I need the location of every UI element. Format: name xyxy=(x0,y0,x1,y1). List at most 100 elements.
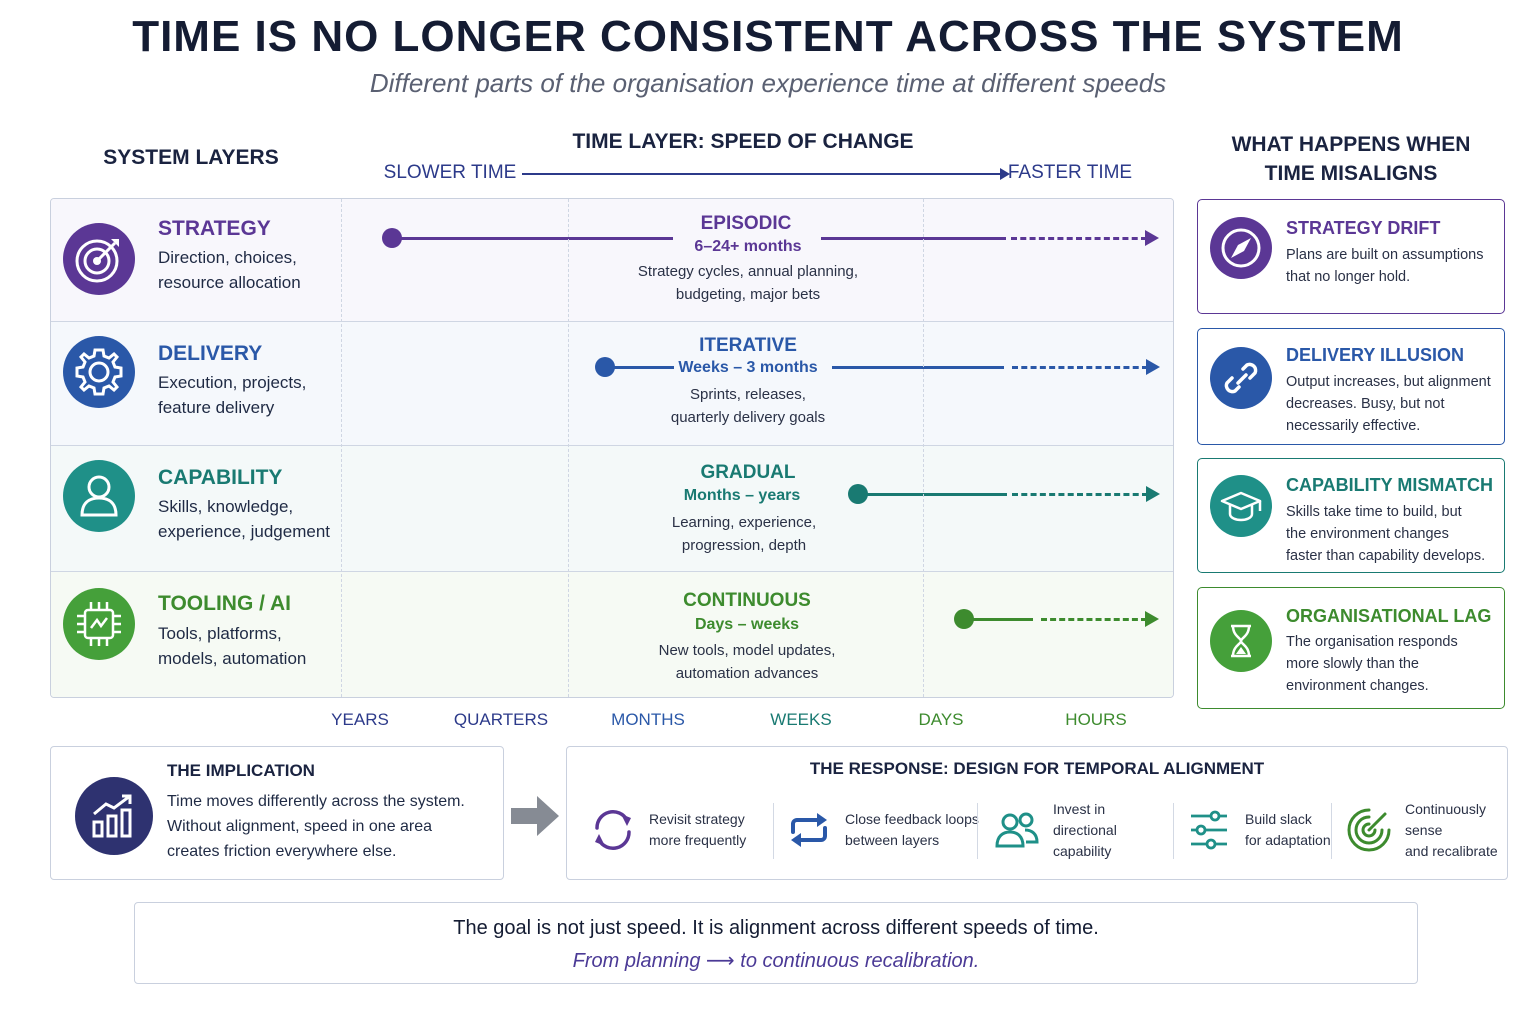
layer-row-capability: CAPABILITY Skills, knowledge, experience… xyxy=(51,446,1173,572)
scale-label: MONTHS xyxy=(611,710,685,729)
misalign-card-organisational-lag: ORGANISATIONAL LAG The organisation resp… xyxy=(1197,587,1505,709)
implication-line: Time moves differently across the system… xyxy=(167,793,465,810)
speed-range: Months – years xyxy=(683,487,801,504)
layer-name: STRATEGY xyxy=(158,217,271,240)
timeline-start-dot xyxy=(382,228,402,248)
response-line: Close feedback loops xyxy=(845,811,979,827)
sliders-icon xyxy=(1183,804,1235,856)
misalign-line: faster than capability develops. xyxy=(1286,548,1486,564)
speed-description: New tools, model updates, automation adv… xyxy=(597,639,897,685)
misalign-title: STRATEGY DRIFT xyxy=(1286,218,1441,238)
speed-description: Learning, experience, progression, depth xyxy=(594,511,894,557)
timeline-dashed xyxy=(1041,618,1147,621)
response-item: Invest in directional capability xyxy=(991,799,1171,861)
layer-row-strategy: STRATEGY Direction, choices, resource al… xyxy=(51,199,1173,322)
response-item: Close feedback loops between layers xyxy=(783,799,980,861)
misalign-text: Plans are built on assumptions that no l… xyxy=(1286,244,1501,288)
response-text: Revisit strategy more frequently xyxy=(649,809,759,851)
refresh-icon xyxy=(587,804,639,856)
implication-title: THE IMPLICATION xyxy=(167,761,315,780)
misalign-line: Output increases, but alignment xyxy=(1286,374,1491,390)
response-item: Continuously sense and recalibrate xyxy=(1343,799,1515,861)
layer-description: Execution, projects, feature delivery xyxy=(158,370,338,420)
timeline-solid xyxy=(963,618,1033,621)
layer-desc-line: Execution, projects, xyxy=(158,373,307,392)
layer-name: TOOLING / AI xyxy=(158,592,292,615)
speed-desc-line: quarterly delivery goals xyxy=(670,409,826,426)
time-layer-header: TIME LAYER: SPEED OF CHANGE xyxy=(572,130,914,153)
misalign-title: ORGANISATIONAL LAG xyxy=(1286,606,1492,626)
response-divider xyxy=(1331,803,1332,859)
misalign-line: The organisation responds xyxy=(1286,634,1458,650)
speed-range: Weeks – 3 months xyxy=(678,359,818,376)
layer-name: DELIVERY xyxy=(158,342,263,365)
speed-range: Days – weeks xyxy=(694,616,800,633)
graduation-cap-icon xyxy=(1210,475,1272,537)
layer-description: Direction, choices, resource allocation xyxy=(158,245,338,295)
timeline-arrowhead xyxy=(1146,359,1160,375)
response-line: Continuously sense xyxy=(1405,800,1486,838)
response-line: Invest in directional xyxy=(1053,800,1117,838)
response-title: THE RESPONSE: DESIGN FOR TEMPORAL ALIGNM… xyxy=(809,759,1265,778)
response-text: Build slack for adaptation xyxy=(1245,809,1340,851)
implication-line: Without alignment, speed in one area xyxy=(167,818,433,835)
timeline-arrowhead xyxy=(1146,486,1160,502)
misalign-line: decreases. Busy, but not xyxy=(1286,396,1445,412)
misalign-header: WHAT HAPPENS WHEN TIME MISALIGNS xyxy=(1198,130,1504,188)
response-text: Continuously sense and recalibrate xyxy=(1405,799,1515,862)
bar-chart-growth-icon xyxy=(75,777,153,855)
implication-text: Time moves differently across the system… xyxy=(167,789,497,864)
scale-label: YEARS xyxy=(331,710,389,729)
gear-icon xyxy=(63,336,135,408)
grid-divider xyxy=(923,199,924,697)
misalign-line: the environment changes xyxy=(1286,526,1449,542)
response-divider xyxy=(1173,803,1174,859)
layer-desc-line: models, automation xyxy=(158,649,307,668)
timeline-start-dot xyxy=(848,484,868,504)
speed-desc-line: automation advances xyxy=(675,665,819,682)
misalign-line: that no longer hold. xyxy=(1286,269,1411,285)
response-box: THE RESPONSE: DESIGN FOR TEMPORAL ALIGNM… xyxy=(566,746,1508,880)
layer-desc-line: Tools, platforms, xyxy=(158,624,282,643)
speed-description: Strategy cycles, annual planning, budget… xyxy=(598,260,898,306)
scale-label: WEEKS xyxy=(770,710,832,729)
speed-desc-line: Strategy cycles, annual planning, xyxy=(637,263,859,280)
misalign-header-line1: WHAT HAPPENS WHEN xyxy=(1231,133,1471,156)
layers-grid: STRATEGY Direction, choices, resource al… xyxy=(50,198,1174,698)
misalign-title: CAPABILITY MISMATCH xyxy=(1286,475,1493,495)
implication-box: THE IMPLICATION Time moves differently a… xyxy=(50,746,504,880)
timeline-solid xyxy=(821,237,1006,240)
grid-divider xyxy=(341,199,342,697)
timeline-start-dot xyxy=(595,357,615,377)
loop-icon xyxy=(783,804,835,856)
response-divider xyxy=(773,803,774,859)
response-divider xyxy=(977,803,978,859)
layer-description: Tools, platforms, models, automation xyxy=(158,621,338,671)
speed-description: Sprints, releases, quarterly delivery go… xyxy=(598,383,898,429)
person-icon xyxy=(63,460,135,532)
grid-divider xyxy=(568,199,569,697)
timeline-solid xyxy=(857,493,1007,496)
misalign-line: more slowly than the xyxy=(1286,656,1419,672)
misalign-card-strategy-drift: STRATEGY DRIFT Plans are built on assump… xyxy=(1197,199,1505,314)
timeline-arrowhead xyxy=(1145,611,1159,627)
layer-name: CAPABILITY xyxy=(158,466,283,489)
layer-row-tooling: TOOLING / AI Tools, platforms, models, a… xyxy=(51,572,1173,697)
timeline-capability xyxy=(848,484,1163,504)
misalign-header-line2: TIME MISALIGNS xyxy=(1264,162,1438,185)
misalign-title: DELIVERY ILLUSION xyxy=(1286,345,1465,365)
speed-desc-line: Sprints, releases, xyxy=(690,386,806,403)
timeline-solid xyxy=(604,366,674,369)
hourglass-icon xyxy=(1210,610,1272,672)
chip-icon xyxy=(63,588,135,660)
link-icon xyxy=(1210,347,1272,409)
speed-name: ITERATIVE xyxy=(699,335,797,356)
layer-desc-line: experience, judgement xyxy=(158,522,331,541)
timeline-tooling xyxy=(954,609,1163,629)
speed-desc-line: Learning, experience, xyxy=(671,514,817,531)
radar-icon xyxy=(1343,804,1395,856)
slower-time-label: SLOWER TIME xyxy=(383,162,517,183)
speed-desc-line: budgeting, major bets xyxy=(675,286,821,303)
response-line: capability xyxy=(1053,842,1112,859)
response-line: Revisit strategy xyxy=(649,811,745,827)
